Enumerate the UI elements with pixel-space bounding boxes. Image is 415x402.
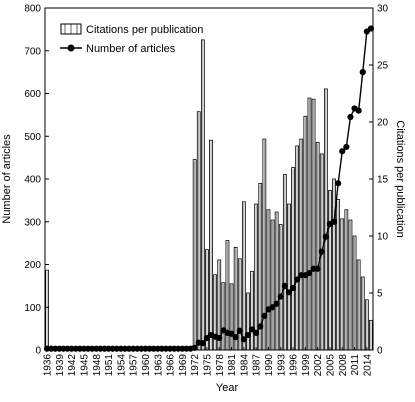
articles-point	[248, 326, 256, 333]
left-tick-label: 700	[24, 46, 41, 57]
x-tick-label: 1939	[55, 354, 66, 377]
articles-point	[339, 148, 346, 155]
articles-point	[322, 233, 329, 240]
articles-point	[277, 293, 284, 300]
x-tick-label: 1978	[215, 354, 226, 377]
left-tick-label: 100	[24, 303, 41, 314]
articles-point	[244, 331, 252, 339]
articles-point	[330, 218, 338, 225]
x-tick-label: 1969	[178, 354, 189, 377]
articles-point	[335, 180, 342, 187]
articles-point	[355, 107, 362, 114]
articles-point	[257, 323, 264, 330]
right-tick-label: 25	[377, 61, 389, 72]
articles-point	[343, 143, 350, 151]
left-axis-title: Number of articles	[1, 134, 13, 224]
x-tick-label: 2008	[338, 354, 349, 377]
right-axis-title: Citations per publication	[394, 120, 406, 237]
x-tick-label: 1942	[67, 354, 78, 377]
x-tick-label: 1960	[141, 354, 152, 377]
article-count-series	[43, 25, 375, 352]
x-tick-label: 1954	[116, 354, 127, 377]
x-tick-label: 1951	[104, 354, 115, 377]
plot-frame	[44, 7, 374, 351]
legend-line-marker	[67, 44, 75, 52]
articles-point	[253, 329, 260, 336]
right-tick-label: 15	[377, 175, 389, 186]
articles-point	[318, 248, 325, 255]
x-tick-label: 1987	[252, 354, 263, 377]
x-tick-label: 2011	[350, 354, 361, 376]
x-tick-label: 1990	[264, 354, 275, 377]
x-tick-label: 1984	[239, 354, 250, 377]
articles-point	[232, 334, 239, 341]
x-tick-label: 1963	[153, 354, 164, 377]
x-tick-label: 1981	[227, 354, 238, 377]
x-tick-label: 1999	[301, 354, 312, 377]
articles-point	[199, 340, 206, 347]
articles-point	[314, 265, 321, 272]
x-tick-label: 1936	[43, 354, 54, 377]
left-tick-label: 600	[24, 89, 41, 100]
left-tick-label: 800	[24, 4, 41, 15]
legend-line-label: Number of articles	[86, 43, 176, 55]
articles-point	[269, 304, 276, 311]
x-tick-label: 1996	[289, 354, 300, 377]
articles-point	[261, 312, 268, 319]
articles-point	[216, 334, 223, 342]
x-tick-label: 1957	[129, 354, 140, 377]
right-axis-ticks: 0 5 10 15 20 25 30	[369, 4, 389, 357]
right-tick-label: 5	[377, 289, 383, 300]
right-tick-label: 30	[377, 4, 389, 15]
articles-point	[281, 282, 288, 289]
articles-point	[359, 69, 366, 76]
x-tick-label: 1948	[92, 354, 103, 377]
left-tick-label: 500	[24, 132, 41, 143]
articles-point	[236, 327, 243, 334]
x-axis-title: Year	[216, 382, 239, 394]
x-axis-ticks: 1936 1939 1942 1945 1948 1951 1954 1957 1960 1963…	[43, 347, 373, 377]
articles-point	[240, 336, 247, 343]
x-tick-label: 1975	[202, 354, 213, 377]
left-tick-label: 200	[24, 260, 41, 271]
right-tick-label: 0	[377, 346, 383, 357]
x-tick-label: 1972	[190, 354, 201, 377]
left-tick-label: 0	[35, 346, 41, 357]
articles-point	[273, 300, 280, 307]
left-tick-label: 400	[24, 175, 41, 186]
left-axis-ticks: 0 100 200 300 400 500 600 700 800	[24, 4, 49, 357]
x-tick-label: 2005	[325, 354, 336, 377]
articles-point	[228, 330, 235, 337]
articles-point	[294, 276, 301, 283]
x-tick-label: 1993	[276, 354, 287, 377]
articles-point	[289, 284, 297, 292]
right-tick-label: 20	[377, 118, 389, 129]
articles-point	[306, 269, 313, 277]
x-tick-label: 1966	[166, 354, 177, 377]
articles-point	[285, 289, 293, 296]
x-tick-label: 2014	[362, 354, 373, 377]
citation-bars	[45, 39, 373, 351]
x-tick-label: 1945	[79, 354, 90, 377]
left-tick-label: 300	[24, 217, 41, 228]
legend-bar-label: Citations per publication	[86, 24, 203, 36]
x-tick-label: 2002	[313, 354, 324, 377]
right-tick-label: 10	[377, 232, 389, 243]
legend: Citations per publication Number of arti…	[60, 23, 203, 55]
articles-point	[347, 113, 354, 121]
